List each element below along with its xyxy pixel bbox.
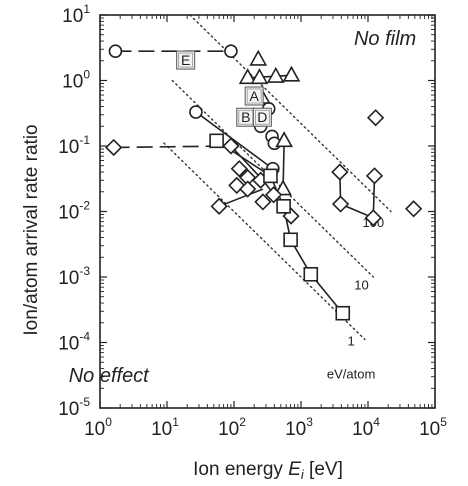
square-marker [283,232,298,248]
diamond-marker [367,109,385,127]
box-label-text: A [249,88,259,104]
series-line-diamond [339,172,376,220]
box-label-inner [246,88,262,104]
triangle-marker [249,49,268,66]
diamond-marker [230,160,248,178]
y-tick-label: 100 [62,68,90,93]
triangle-marker [275,131,293,148]
diamond-marker [222,137,240,155]
x-tick-label: 101 [151,415,179,440]
square-marker [335,305,351,321]
y-axis-label: Ion/atom arrival rate ratio [21,124,42,335]
square-marker [276,199,291,214]
x-tick-label: 100 [84,415,112,440]
square-marker [263,168,278,184]
triangle-marker [266,66,285,83]
diamond-marker [331,195,350,213]
series-line-triangle [247,74,292,79]
box-label-text: E [181,52,190,68]
energy-lines: 100101eV/atom [163,14,392,382]
circle-marker [189,105,203,119]
triangle-marker [274,179,292,196]
x-tick-label: 105 [419,415,447,440]
series-line-circle [195,111,274,170]
y-tick-label: 10-3 [58,264,90,289]
box-label-inner [178,52,194,68]
region-label: No film [354,28,416,50]
y-tick-label: 101 [62,2,90,27]
energy-line [163,142,366,341]
diamond-marker [254,193,272,211]
y-tick-label: 10-4 [58,330,90,355]
diamond-marker [365,167,384,185]
diamond-marker [364,209,382,227]
square-marker [209,133,224,149]
energy-line-label: 10 [354,277,368,292]
diamond-marker [331,163,349,181]
y-tick-label: 10-1 [58,133,90,158]
annotations: No film No effect E AB D [69,28,417,387]
x-tick-label: 103 [285,415,313,440]
energy-line-label: 1 [348,333,355,348]
triangle-marker [282,65,301,82]
diamond-marker [105,138,123,157]
series-line-diamond [218,188,264,208]
box-label-inner [255,109,270,125]
diamond-marker [264,186,283,204]
axis-ticks: 100 101 102 103 104 10510110010-110-210-310-4… [58,2,447,440]
x-tick-label: 102 [218,415,246,440]
energy-line [189,14,392,213]
plot-frame [99,14,436,409]
region-label: No effect [69,365,150,387]
y-tick-label: 10-2 [58,199,90,224]
diamond-marker [239,180,257,198]
box-label-inner [238,109,254,125]
diamond-marker [405,200,423,218]
box-label-text: B [241,109,250,125]
y-tick-label: 10-5 [58,395,90,420]
triangle-marker [250,68,269,85]
box-label-frame [252,107,272,127]
x-axis-label: Ion energy Ei [eV] [193,459,343,482]
energy-unit-label: eV/atom [327,367,375,382]
diamond-marker [210,197,228,215]
box-label-text: D [257,109,267,125]
circle-marker [108,44,123,59]
data-series [105,44,423,321]
square-marker [303,266,319,282]
box-label-frame [176,50,196,70]
x-tick-label: 104 [352,415,380,440]
circle-marker [224,44,238,59]
box-label-frame [244,86,264,106]
triangle-marker [238,68,257,85]
